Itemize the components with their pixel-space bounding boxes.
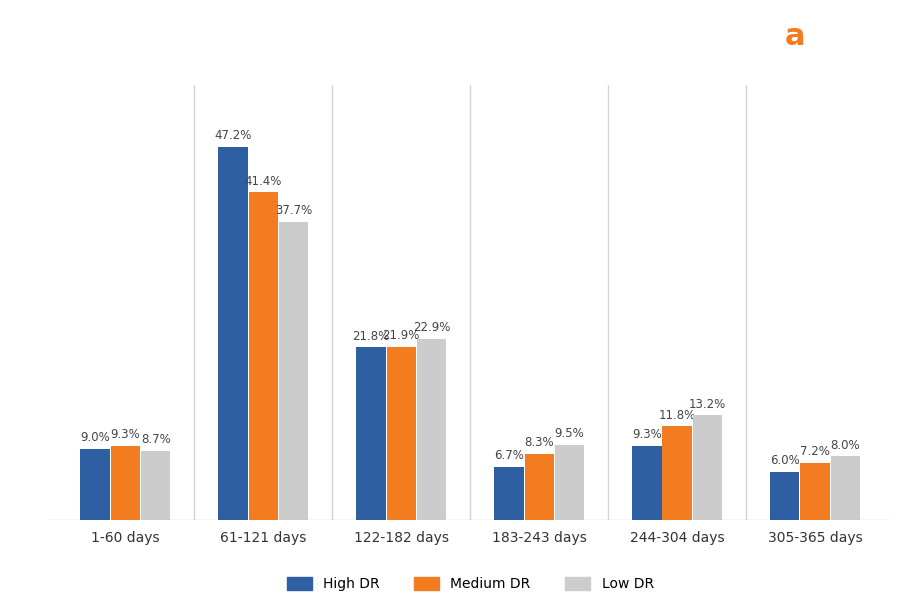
Text: 21.9%: 21.9% — [382, 329, 420, 342]
Bar — [662, 426, 692, 520]
Text: hrefs: hrefs — [804, 22, 893, 51]
Bar — [80, 448, 110, 520]
Bar — [111, 446, 140, 520]
Bar — [417, 339, 446, 520]
Text: 6.7%: 6.7% — [494, 449, 524, 462]
Bar — [770, 472, 799, 520]
Bar — [387, 346, 416, 520]
Text: 47.2%: 47.2% — [214, 129, 252, 142]
Text: 7.2%: 7.2% — [800, 445, 830, 458]
Legend: High DR, Medium DR, Low DR: High DR, Medium DR, Low DR — [287, 577, 653, 591]
Text: 41.4%: 41.4% — [245, 175, 282, 188]
Text: 13.2%: 13.2% — [688, 397, 726, 411]
Text: 9.3%: 9.3% — [111, 429, 140, 442]
Bar — [356, 347, 385, 520]
Text: 8.0%: 8.0% — [831, 438, 860, 451]
Text: 6.0%: 6.0% — [770, 454, 800, 467]
Bar — [632, 446, 662, 520]
Text: 21.8%: 21.8% — [352, 330, 390, 343]
Text: 9.3%: 9.3% — [632, 429, 662, 442]
Bar — [831, 456, 860, 520]
Text: 37.7%: 37.7% — [275, 204, 312, 217]
Bar — [555, 445, 584, 520]
Text: 11.8%: 11.8% — [659, 408, 696, 422]
Bar — [141, 451, 170, 520]
Bar — [800, 462, 830, 520]
Bar — [494, 467, 524, 520]
Text: 9.0%: 9.0% — [80, 430, 110, 444]
Text: 22.9%: 22.9% — [413, 321, 450, 334]
Bar — [248, 192, 278, 520]
Text: a: a — [785, 22, 806, 51]
Text: 9.5%: 9.5% — [554, 427, 584, 440]
Text: Days to rank in Top 10 for 5.7% “lucky” pages: Days to rank in Top 10 for 5.7% “lucky” … — [20, 27, 544, 46]
Bar — [693, 415, 722, 520]
Bar — [525, 454, 554, 520]
Bar — [219, 146, 248, 520]
Text: 8.3%: 8.3% — [525, 436, 554, 450]
Bar — [279, 221, 309, 520]
Text: 8.7%: 8.7% — [140, 433, 171, 446]
